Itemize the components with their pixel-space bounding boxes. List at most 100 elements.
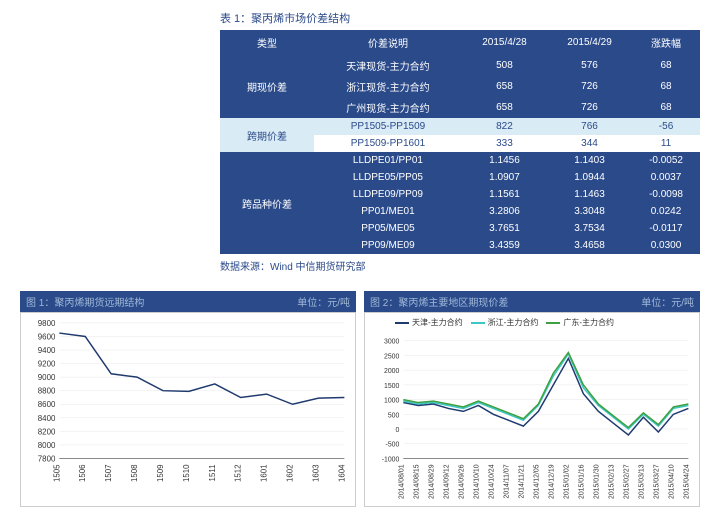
svg-text:2014/09/26: 2014/09/26 bbox=[458, 464, 465, 499]
table-row: 跨品种价差LLDPE01/PP011.14561.1403-0.0052 bbox=[220, 152, 700, 169]
data-cell: -56 bbox=[632, 118, 700, 135]
chart-svg: 7800800082008400860088009000920094009600… bbox=[21, 313, 355, 506]
data-cell: 0.0037 bbox=[632, 169, 700, 186]
data-cell: 68 bbox=[632, 55, 700, 76]
data-cell: 726 bbox=[547, 97, 632, 118]
data-cell: LLDPE05/PP05 bbox=[314, 169, 462, 186]
data-cell: 3.7534 bbox=[547, 220, 632, 237]
svg-text:2015/02/27: 2015/02/27 bbox=[623, 464, 630, 499]
legend-item: 浙江-主力合约 bbox=[471, 317, 539, 328]
data-cell: 822 bbox=[462, 118, 547, 135]
table-header: 2015/4/28 bbox=[462, 30, 547, 55]
data-cell: PP09/ME09 bbox=[314, 237, 462, 254]
svg-text:2014/11/07: 2014/11/07 bbox=[503, 464, 510, 498]
data-cell: 广州现货-主力合约 bbox=[314, 97, 462, 118]
svg-text:8200: 8200 bbox=[38, 427, 56, 436]
svg-text:1509: 1509 bbox=[156, 464, 165, 482]
category-cell: 期现价差 bbox=[220, 55, 314, 118]
svg-text:1508: 1508 bbox=[130, 464, 139, 482]
svg-text:9000: 9000 bbox=[38, 373, 56, 382]
svg-text:2015/03/27: 2015/03/27 bbox=[653, 464, 660, 499]
legend-item: 广东-主力合约 bbox=[546, 317, 614, 328]
table-header: 2015/4/29 bbox=[547, 30, 632, 55]
data-cell: 576 bbox=[547, 55, 632, 76]
data-cell: PP05/ME05 bbox=[314, 220, 462, 237]
data-cell: 11 bbox=[632, 135, 700, 152]
svg-text:2015/01/02: 2015/01/02 bbox=[563, 464, 570, 499]
chart2-legend: 天津-主力合约 浙江-主力合约广东-主力合约 bbox=[365, 317, 699, 328]
svg-text:8000: 8000 bbox=[38, 441, 56, 450]
svg-text:9400: 9400 bbox=[38, 346, 56, 355]
data-cell: 3.4359 bbox=[462, 237, 547, 254]
data-cell: 333 bbox=[462, 135, 547, 152]
data-cell: 68 bbox=[632, 76, 700, 97]
data-cell: 68 bbox=[632, 97, 700, 118]
table-row: 期现价差天津现货-主力合约50857668 bbox=[220, 55, 700, 76]
svg-text:1507: 1507 bbox=[104, 464, 113, 482]
table-header: 涨跌幅 bbox=[632, 30, 700, 55]
chart-svg: -1000-5000500100015002000250030002014/08… bbox=[365, 313, 699, 506]
data-cell: 1.1463 bbox=[547, 186, 632, 203]
category-cell: 跨期价差 bbox=[220, 118, 314, 152]
legend-swatch bbox=[395, 322, 409, 324]
table-header: 价差说明 bbox=[314, 30, 462, 55]
data-cell: 344 bbox=[547, 135, 632, 152]
svg-text:9200: 9200 bbox=[38, 360, 56, 369]
data-cell: 浙江现货-主力合约 bbox=[314, 76, 462, 97]
data-cell: 天津现货-主力合约 bbox=[314, 55, 462, 76]
table-row: 跨期价差PP1505-PP1509822766-56 bbox=[220, 118, 700, 135]
svg-text:9600: 9600 bbox=[38, 332, 56, 341]
chart2-unit: 单位：元/吨 bbox=[641, 294, 694, 309]
data-cell: 508 bbox=[462, 55, 547, 76]
legend-item: 天津-主力合约 bbox=[395, 317, 463, 328]
data-cell: LLDPE01/PP01 bbox=[314, 152, 462, 169]
legend-label: 天津-主力合约 bbox=[412, 317, 463, 328]
category-cell: 跨品种价差 bbox=[220, 152, 314, 254]
data-cell: 1.1403 bbox=[547, 152, 632, 169]
data-cell: 0.0300 bbox=[632, 237, 700, 254]
svg-text:1604: 1604 bbox=[337, 464, 346, 482]
svg-text:-500: -500 bbox=[386, 442, 400, 449]
svg-text:1512: 1512 bbox=[234, 464, 243, 482]
data-cell: 1.1561 bbox=[462, 186, 547, 203]
legend-label: 浙江-主力合约 bbox=[488, 317, 539, 328]
table-title: 表 1：聚丙烯市场价差结构 bbox=[220, 10, 700, 26]
svg-text:2014/10/10: 2014/10/10 bbox=[473, 464, 480, 499]
svg-text:2015/03/13: 2015/03/13 bbox=[638, 464, 645, 499]
data-cell: 658 bbox=[462, 76, 547, 97]
chart1-unit: 单位：元/吨 bbox=[297, 294, 350, 309]
price-table: 类型价差说明2015/4/282015/4/29涨跌幅 期现价差天津现货-主力合… bbox=[220, 30, 700, 254]
data-source: 数据来源：Wind 中信期货研究部 bbox=[220, 258, 700, 273]
svg-text:1511: 1511 bbox=[208, 464, 217, 482]
svg-text:8400: 8400 bbox=[38, 414, 56, 423]
svg-text:2000: 2000 bbox=[384, 368, 400, 375]
svg-text:2014/11/21: 2014/11/21 bbox=[518, 464, 525, 498]
legend-swatch bbox=[471, 322, 485, 324]
svg-text:1506: 1506 bbox=[78, 464, 87, 482]
svg-text:1000: 1000 bbox=[384, 398, 400, 405]
svg-text:2015/04/24: 2015/04/24 bbox=[683, 464, 690, 499]
svg-text:2014/12/19: 2014/12/19 bbox=[548, 464, 555, 499]
svg-text:500: 500 bbox=[388, 412, 400, 419]
chart1-title: 图 1：聚丙烯期货远期结构 bbox=[26, 294, 144, 309]
svg-text:2014/09/12: 2014/09/12 bbox=[443, 464, 450, 499]
data-cell: 1.0907 bbox=[462, 169, 547, 186]
data-cell: 1.0944 bbox=[547, 169, 632, 186]
data-cell: PP1509-PP1601 bbox=[314, 135, 462, 152]
data-cell: 0.0242 bbox=[632, 203, 700, 220]
data-cell: 658 bbox=[462, 97, 547, 118]
data-cell: 3.4658 bbox=[547, 237, 632, 254]
svg-text:8800: 8800 bbox=[38, 387, 56, 396]
svg-text:2014/10/24: 2014/10/24 bbox=[488, 464, 495, 499]
svg-text:2015/02/13: 2015/02/13 bbox=[608, 464, 615, 499]
svg-text:2015/01/30: 2015/01/30 bbox=[593, 464, 600, 499]
data-cell: -0.0098 bbox=[632, 186, 700, 203]
svg-text:1505: 1505 bbox=[52, 464, 61, 482]
data-cell: 3.7651 bbox=[462, 220, 547, 237]
data-cell: -0.0117 bbox=[632, 220, 700, 237]
chart2-block: 图 2：聚丙烯主要地区期现价差 单位：元/吨 天津-主力合约 浙江-主力合约广东-… bbox=[364, 291, 700, 507]
data-cell: PP01/ME01 bbox=[314, 203, 462, 220]
svg-text:7800: 7800 bbox=[38, 454, 56, 463]
svg-text:2014/12/05: 2014/12/05 bbox=[533, 464, 540, 499]
chart2-title: 图 2：聚丙烯主要地区期现价差 bbox=[370, 294, 508, 309]
